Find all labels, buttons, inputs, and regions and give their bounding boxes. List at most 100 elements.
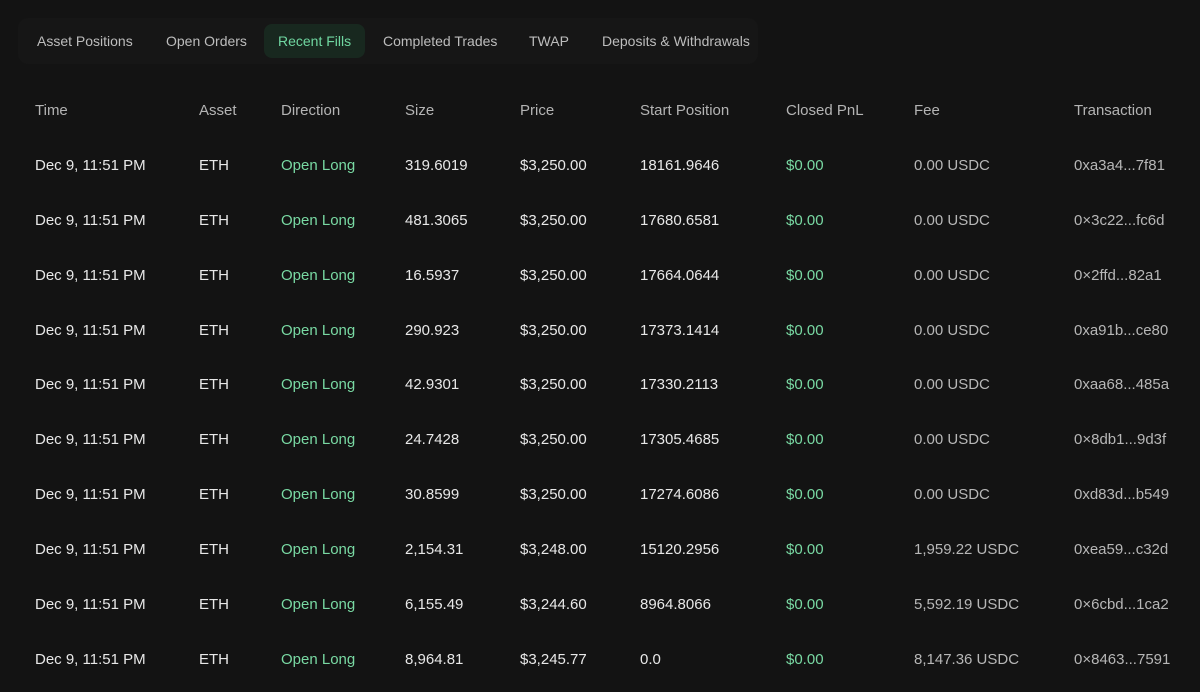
- start-position-cell: 15120.2956: [640, 541, 720, 558]
- size-cell: 42.9301: [405, 376, 460, 393]
- size-cell: 319.6019: [405, 157, 468, 174]
- start-position-cell: 17274.6086: [640, 486, 720, 503]
- column-header-time[interactable]: Time: [35, 102, 68, 119]
- closed-pnl-cell: $0.00: [786, 322, 824, 339]
- table-row: Dec 9, 11:51 PM ETH Open Long 481.3065 $…: [0, 201, 1200, 241]
- fee-cell: 0.00 USDC: [914, 431, 990, 448]
- asset-cell: ETH: [199, 651, 229, 668]
- time-cell: Dec 9, 11:51 PM: [35, 157, 146, 174]
- table-row: Dec 9, 11:51 PM ETH Open Long 8,964.81 $…: [0, 640, 1200, 680]
- start-position-cell: 17664.0644: [640, 267, 720, 284]
- table-row: Dec 9, 11:51 PM ETH Open Long 42.9301 $3…: [0, 365, 1200, 405]
- transaction-link[interactable]: 0xd83d...b549: [1074, 486, 1170, 503]
- time-cell: Dec 9, 11:51 PM: [35, 376, 146, 393]
- column-header-size[interactable]: Size: [405, 102, 435, 119]
- start-position-cell: 17373.1414: [640, 322, 720, 339]
- size-cell: 16.5937: [405, 267, 460, 284]
- direction-cell: Open Long: [281, 322, 356, 339]
- table-row: Dec 9, 11:51 PM ETH Open Long 16.5937 $3…: [0, 256, 1200, 296]
- table-row: Dec 9, 11:51 PM ETH Open Long 2,154.31 $…: [0, 530, 1200, 570]
- asset-cell: ETH: [199, 376, 229, 393]
- tab-open-orders[interactable]: Open Orders: [166, 33, 247, 49]
- size-cell: 8,964.81: [405, 651, 464, 668]
- transaction-link[interactable]: 0xea59...c32d: [1074, 541, 1169, 558]
- fee-cell: 5,592.19 USDC: [914, 596, 1020, 613]
- fee-cell: 0.00 USDC: [914, 486, 990, 503]
- price-cell: $3,244.60: [520, 596, 587, 613]
- start-position-cell: 17305.4685: [640, 431, 720, 448]
- direction-cell: Open Long: [281, 486, 356, 503]
- price-cell: $3,250.00: [520, 376, 587, 393]
- price-cell: $3,245.77: [520, 651, 587, 668]
- size-cell: 290.923: [405, 322, 460, 339]
- table-row: Dec 9, 11:51 PM ETH Open Long 6,155.49 $…: [0, 585, 1200, 625]
- size-cell: 30.8599: [405, 486, 460, 503]
- time-cell: Dec 9, 11:51 PM: [35, 651, 146, 668]
- direction-cell: Open Long: [281, 431, 356, 448]
- table-row: Dec 9, 11:51 PM ETH Open Long 319.6019 $…: [0, 146, 1200, 186]
- price-cell: $3,250.00: [520, 486, 587, 503]
- transaction-link[interactable]: 0×6cbd...1ca2: [1074, 596, 1169, 613]
- tabs-bar: Asset Positions Open Orders Recent Fills…: [18, 18, 758, 64]
- table-row: Dec 9, 11:51 PM ETH Open Long 24.7428 $3…: [0, 420, 1200, 460]
- time-cell: Dec 9, 11:51 PM: [35, 212, 146, 229]
- fee-cell: 0.00 USDC: [914, 157, 990, 174]
- closed-pnl-cell: $0.00: [786, 596, 824, 613]
- transaction-link[interactable]: 0×8db1...9d3f: [1074, 431, 1167, 448]
- price-cell: $3,250.00: [520, 157, 587, 174]
- size-cell: 481.3065: [405, 212, 468, 229]
- transaction-link[interactable]: 0×3c22...fc6d: [1074, 212, 1165, 229]
- tab-completed-trades[interactable]: Completed Trades: [383, 33, 498, 49]
- tab-asset-positions[interactable]: Asset Positions: [37, 33, 133, 49]
- fee-cell: 0.00 USDC: [914, 376, 990, 393]
- column-header-start-position[interactable]: Start Position: [640, 102, 730, 119]
- asset-cell: ETH: [199, 157, 229, 174]
- tab-recent-fills[interactable]: Recent Fills: [264, 24, 366, 58]
- column-header-direction[interactable]: Direction: [281, 102, 341, 119]
- table-row: Dec 9, 11:51 PM ETH Open Long 30.8599 $3…: [0, 475, 1200, 515]
- asset-cell: ETH: [199, 596, 229, 613]
- size-cell: 24.7428: [405, 431, 460, 448]
- direction-cell: Open Long: [281, 596, 356, 613]
- transaction-link[interactable]: 0×2ffd...82a1: [1074, 267, 1162, 284]
- tab-twap[interactable]: TWAP: [529, 33, 569, 49]
- direction-cell: Open Long: [281, 651, 356, 668]
- start-position-cell: 17680.6581: [640, 212, 720, 229]
- fee-cell: 0.00 USDC: [914, 267, 990, 284]
- direction-cell: Open Long: [281, 541, 356, 558]
- fee-cell: 8,147.36 USDC: [914, 651, 1020, 668]
- time-cell: Dec 9, 11:51 PM: [35, 596, 146, 613]
- fee-cell: 0.00 USDC: [914, 212, 990, 229]
- closed-pnl-cell: $0.00: [786, 376, 824, 393]
- closed-pnl-cell: $0.00: [786, 486, 824, 503]
- column-header-closed-pnl[interactable]: Closed PnL: [786, 102, 864, 119]
- asset-cell: ETH: [199, 267, 229, 284]
- column-header-asset[interactable]: Asset: [199, 102, 237, 119]
- transaction-link[interactable]: 0xa3a4...7f81: [1074, 157, 1165, 174]
- transaction-link[interactable]: 0xa91b...ce80: [1074, 322, 1169, 339]
- time-cell: Dec 9, 11:51 PM: [35, 486, 146, 503]
- time-cell: Dec 9, 11:51 PM: [35, 431, 146, 448]
- direction-cell: Open Long: [281, 212, 356, 229]
- fee-cell: 0.00 USDC: [914, 322, 990, 339]
- closed-pnl-cell: $0.00: [786, 431, 824, 448]
- column-header-transaction[interactable]: Transaction: [1074, 102, 1152, 119]
- closed-pnl-cell: $0.00: [786, 267, 824, 284]
- size-cell: 6,155.49: [405, 596, 464, 613]
- direction-cell: Open Long: [281, 157, 356, 174]
- asset-cell: ETH: [199, 322, 229, 339]
- start-position-cell: 8964.8066: [640, 596, 711, 613]
- size-cell: 2,154.31: [405, 541, 464, 558]
- asset-cell: ETH: [199, 212, 229, 229]
- table-row: Dec 9, 11:51 PM ETH Open Long 290.923 $3…: [0, 311, 1200, 351]
- column-header-price[interactable]: Price: [520, 102, 555, 119]
- closed-pnl-cell: $0.00: [786, 212, 824, 229]
- closed-pnl-cell: $0.00: [786, 157, 824, 174]
- column-header-fee[interactable]: Fee: [914, 102, 940, 119]
- asset-cell: ETH: [199, 486, 229, 503]
- transaction-link[interactable]: 0×8463...7591: [1074, 651, 1171, 668]
- direction-cell: Open Long: [281, 267, 356, 284]
- transaction-link[interactable]: 0xaa68...485a: [1074, 376, 1170, 393]
- asset-cell: ETH: [199, 431, 229, 448]
- tab-deposits-withdrawals[interactable]: Deposits & Withdrawals: [602, 33, 750, 49]
